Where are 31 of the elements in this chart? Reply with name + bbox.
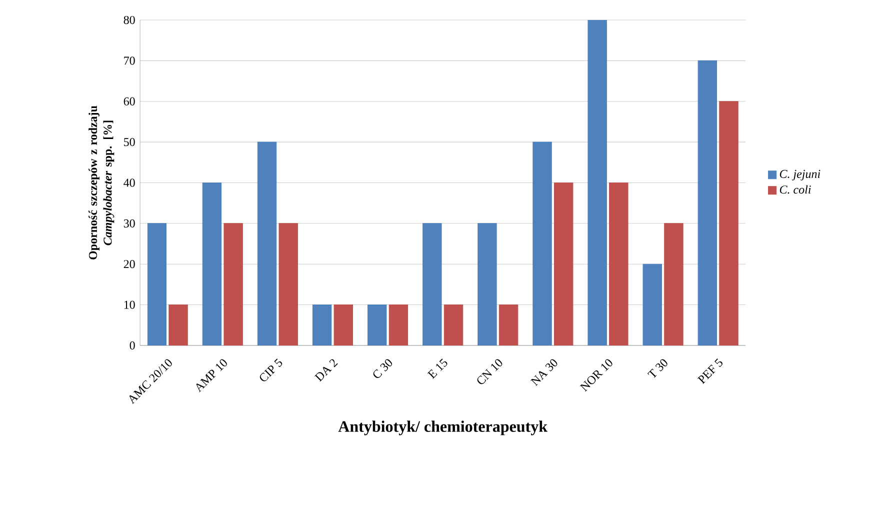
x-tick-label: CIP 5 [260, 358, 282, 382]
x-tick-label: CN 10 [477, 359, 502, 384]
y-tick-label: 30 [124, 220, 135, 228]
x-tick-label: C 30 [373, 359, 392, 378]
y-tick-label: 0 [130, 342, 135, 350]
x-tick-label: DA 2 [314, 359, 338, 382]
y-tick-label: 60 [124, 98, 135, 106]
bar [257, 142, 277, 346]
y-tick-label: 50 [124, 138, 135, 146]
y-tick-label: 10 [124, 300, 135, 310]
bar [147, 223, 167, 346]
bar [642, 264, 662, 346]
x-tick-label: NA 30 [530, 359, 558, 386]
bar [478, 223, 497, 346]
bar [698, 60, 718, 346]
bar [368, 304, 387, 346]
x-tick-label: PEF 5 [697, 358, 722, 384]
bar [202, 182, 222, 346]
legend-label: C. coli [780, 185, 811, 194]
bar [312, 304, 332, 346]
x-axis-title: Antybiotyk/ chemioterapeutyk [338, 420, 548, 436]
legend-label: C. jejuni [780, 170, 820, 181]
y-tick-label: 80 [124, 16, 135, 24]
x-tick-label: E 15 [427, 358, 448, 380]
y-tick-label: 20 [124, 260, 135, 268]
y-tick-label: 40 [124, 178, 135, 188]
bar [588, 20, 607, 346]
y-tick-label: 70 [124, 56, 135, 65]
x-tick-label: T 30 [647, 359, 668, 378]
bar [532, 142, 552, 346]
bar [422, 223, 442, 346]
